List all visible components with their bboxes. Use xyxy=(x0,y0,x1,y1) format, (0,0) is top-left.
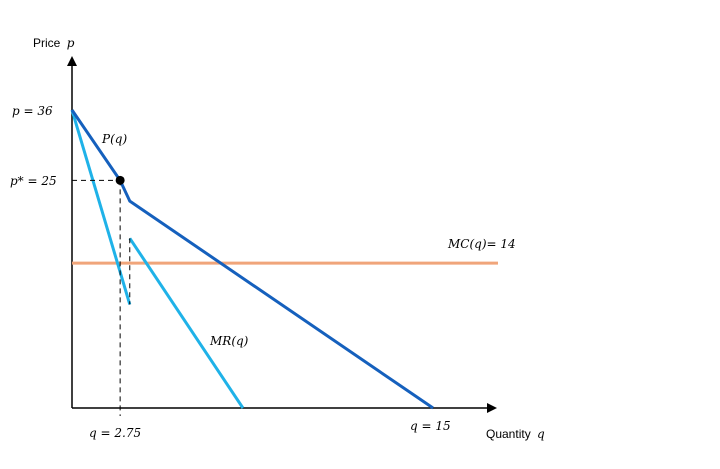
y-axis-title-word: Price xyxy=(33,36,61,50)
label-p-star: p* = 25 xyxy=(10,174,57,188)
x-axis-title-var: q xyxy=(537,427,545,441)
mr-line-lower xyxy=(128,237,245,409)
x-axis-title: Quantity q xyxy=(486,427,545,441)
label-p-top: p = 36 xyxy=(12,104,53,118)
label-q-star: q = 2.75 xyxy=(89,426,141,440)
label-mr-curve: MR(q) xyxy=(209,334,249,348)
label-q-end: q = 15 xyxy=(410,419,451,433)
label-demand-curve: P(q) xyxy=(101,132,127,146)
label-mc-curve: MC(q)= 14 xyxy=(447,237,516,251)
y-axis-title: Price p xyxy=(33,36,75,50)
x-axis-title-word: Quantity xyxy=(486,427,531,441)
y-axis-title-var: p xyxy=(67,36,75,50)
equilibrium-point xyxy=(115,175,125,185)
demand-line xyxy=(70,109,434,410)
